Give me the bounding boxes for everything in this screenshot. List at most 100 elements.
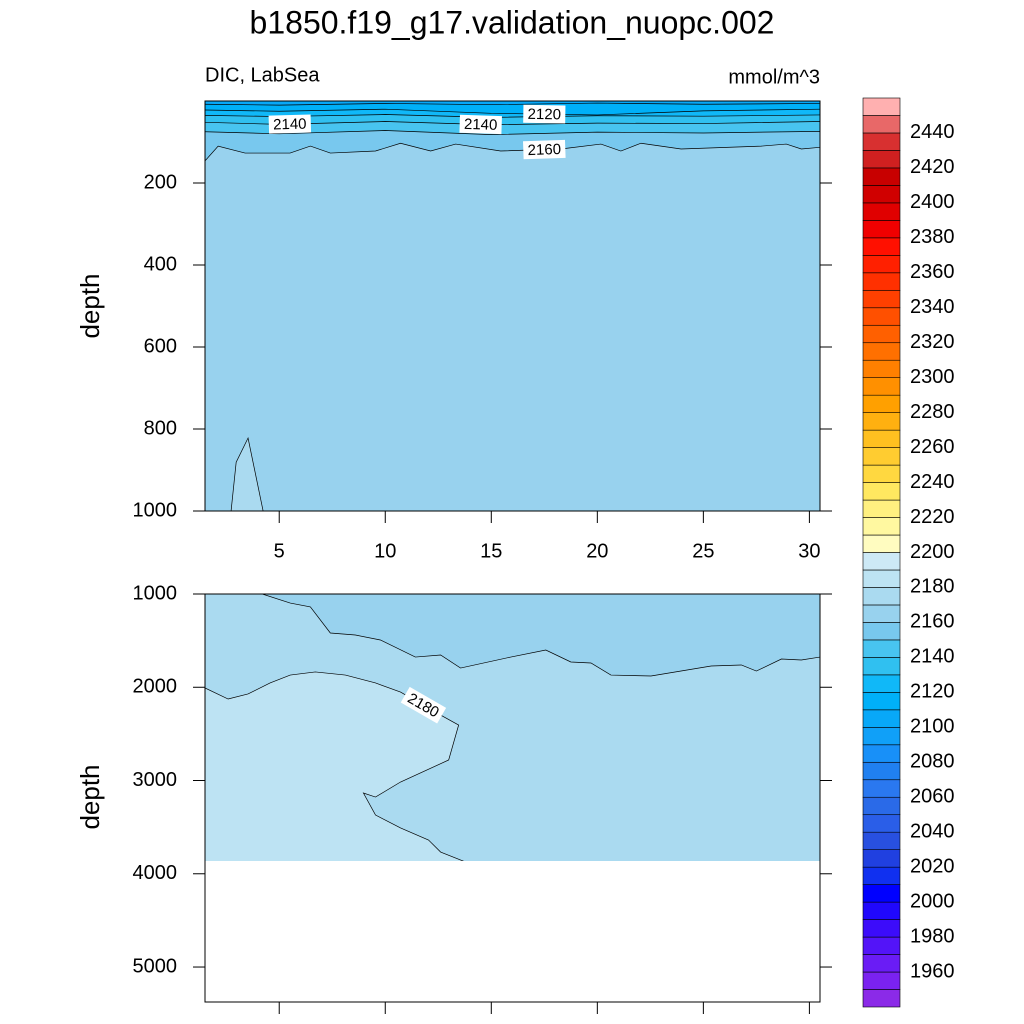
colorbar-box — [862, 552, 901, 571]
colorbar-box — [862, 202, 901, 221]
colorbar-tick-label: 2240 — [910, 471, 955, 493]
contour-label-text: 2120 — [527, 106, 561, 124]
colorbar-box — [862, 324, 901, 344]
colorbar-tick-label: 2380 — [910, 226, 955, 248]
colorbar-box — [862, 674, 901, 693]
colorbar-box — [862, 796, 901, 816]
x-tick-label: 5 — [274, 540, 285, 562]
colorbar-tick-label: 2220 — [910, 506, 955, 528]
colorbar-tick-label: 2080 — [910, 751, 955, 773]
colorbar-tick-label: 2180 — [910, 576, 955, 598]
colorbar-box — [862, 622, 901, 641]
colorbar-tick-label: 2320 — [910, 331, 955, 353]
colorbar-box — [862, 429, 901, 448]
contour-label-box — [523, 139, 566, 160]
colorbar-box — [862, 132, 901, 151]
plot-area: 2160 2140 2140 2120 — [205, 101, 820, 511]
contour-label: 2160 — [523, 139, 566, 160]
colorbar-box — [862, 954, 901, 973]
field-background — [205, 101, 820, 511]
colorbar-box — [862, 692, 901, 711]
colorbar-tick-label: 2120 — [910, 681, 955, 703]
colorbar-box — [862, 569, 901, 588]
x-tick-label: 30 — [798, 540, 820, 562]
colorbar-box — [862, 517, 901, 536]
colorbar-tick-label: 2100 — [910, 716, 955, 738]
contour-line — [262, 594, 820, 677]
y-tick-label: 4000 — [133, 862, 178, 884]
x-tick-label: 25 — [692, 540, 714, 562]
contour-label-text: 2160 — [527, 141, 561, 159]
colorbar-box — [862, 727, 901, 746]
contour-fill — [262, 594, 820, 676]
y-tick-label: 3000 — [133, 769, 178, 791]
plot-frame — [204, 100, 821, 512]
colorbar-box — [862, 604, 901, 623]
colorbar-box — [862, 587, 901, 606]
colorbar-box — [862, 237, 901, 256]
colorbar-tick-label: 2420 — [910, 156, 955, 178]
contour-line — [230, 436, 264, 511]
y-tick-label: 800 — [144, 417, 177, 439]
contour-label-text: 2140 — [273, 116, 307, 134]
y-axis-label: depth — [75, 273, 105, 338]
colorbar-box — [862, 849, 901, 868]
y-tick-label: 1000 — [133, 499, 178, 521]
contour-label-box — [400, 686, 447, 724]
y-axis-label: depth — [75, 764, 105, 829]
colorbar-box — [862, 342, 901, 361]
colorbar-tick-label: 2160 — [910, 611, 955, 633]
colorbar-box — [862, 289, 901, 309]
y-tick-label: 600 — [144, 335, 177, 357]
chart-title: b1850.f19_g17.validation_nuopc.002 — [250, 4, 775, 40]
contour-label: 2140 — [459, 114, 502, 135]
contour-line — [205, 108, 820, 116]
colorbar-tick-label: 2280 — [910, 401, 955, 423]
contour-label-box — [523, 104, 566, 124]
colorbar-box — [862, 901, 901, 920]
colorbar-box — [862, 866, 901, 885]
colorbar-box — [862, 919, 901, 938]
colorbar-tick-label: 2000 — [910, 890, 955, 912]
contour-fill — [205, 671, 464, 861]
x-tick-label: 15 — [480, 540, 502, 562]
contour-label-box — [459, 114, 502, 135]
colorbar-box — [862, 272, 901, 291]
colorbar-tick-label: 2020 — [910, 855, 955, 877]
contour-line — [205, 130, 820, 135]
colorbar-box — [862, 657, 901, 676]
colorbar-box — [862, 971, 901, 990]
colorbar-box — [862, 761, 901, 781]
plot-frame — [204, 593, 821, 1003]
colorbar-box — [862, 115, 901, 134]
colorbar-box — [862, 412, 901, 431]
colorbar-box — [862, 744, 901, 763]
colorbar-box — [862, 255, 901, 274]
x-tick-label: 10 — [374, 540, 396, 562]
colorbar-box — [862, 464, 901, 483]
subtitle-left: DIC, LabSea — [205, 64, 320, 86]
colorbar-box — [862, 150, 901, 169]
colorbar-tick-label: 2440 — [910, 121, 955, 143]
colorbar-box — [862, 377, 901, 396]
subtitle-right: mmol/m^3 — [728, 66, 820, 88]
x-tick-label: 20 — [586, 540, 608, 562]
colorbar-box — [862, 831, 901, 850]
colorbar-box — [862, 779, 901, 798]
contour-line — [205, 102, 820, 106]
plot-area: 2180 — [205, 594, 820, 861]
colorbar-box — [862, 97, 901, 116]
contour-label-text: 2140 — [464, 116, 498, 134]
contour-fill — [205, 101, 820, 115]
contour-label-box — [268, 114, 312, 134]
colorbar-tick-label: 1960 — [910, 960, 955, 982]
contour-line — [205, 142, 820, 162]
colorbar-box — [862, 447, 901, 466]
colorbar-tick-label: 1980 — [910, 925, 955, 947]
contour-fill — [205, 101, 820, 106]
colorbar-box — [862, 814, 901, 833]
contour-fill — [231, 438, 264, 511]
y-tick-label: 5000 — [133, 955, 178, 977]
colorbar-box — [862, 394, 901, 413]
